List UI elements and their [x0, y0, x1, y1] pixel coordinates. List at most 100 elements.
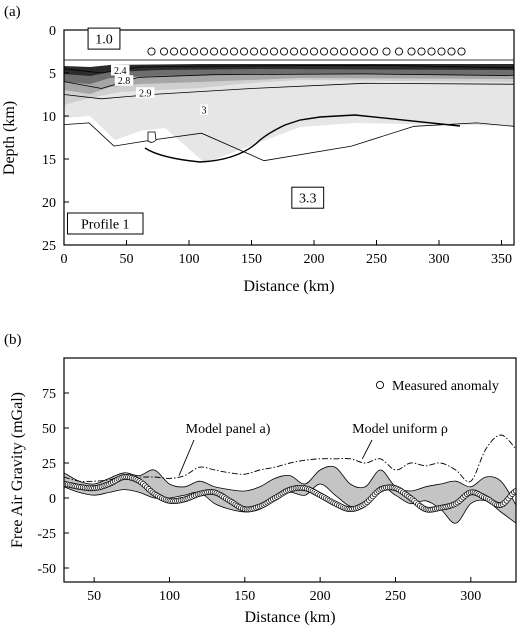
y-tick-label: 50	[42, 422, 56, 437]
x-tick-label: 100	[159, 589, 180, 604]
station-marker	[394, 47, 404, 56]
boxed-annotation: 1.0	[95, 33, 113, 48]
station-marker	[269, 47, 279, 56]
x-tick-label: 250	[366, 252, 387, 267]
station-marker	[239, 47, 249, 56]
panel-b-annotations: Model panel a) Model uniform ρ	[178, 422, 448, 476]
seismic-stations	[147, 47, 466, 56]
x-tick-label: 150	[234, 589, 255, 604]
panel-a-label: (a)	[4, 4, 21, 20]
y-tick-label: 0	[49, 492, 56, 507]
density-contour	[64, 64, 514, 74]
contour-label-bg	[200, 104, 208, 115]
station-marker	[209, 47, 219, 56]
density-contour	[64, 73, 514, 89]
panel-a-ylabel: Depth (km)	[1, 101, 18, 175]
y-tick-label: 0	[49, 24, 56, 39]
station-marker	[289, 47, 299, 56]
model-uniform-density-line	[64, 434, 516, 483]
panel-a-annotations: 1.0 3.3 Profile 1 2.42.8 2.9 3	[66, 27, 325, 235]
contour-label: 2.9	[139, 88, 152, 99]
annotation-box	[291, 186, 325, 209]
station-marker	[229, 47, 239, 56]
station-marker	[382, 47, 391, 56]
panel-a-density-model	[64, 30, 514, 245]
measured-anomaly-point	[513, 488, 516, 494]
x-tick-label: 150	[241, 252, 262, 267]
station-marker	[339, 47, 349, 56]
moho-line	[144, 114, 461, 163]
x-tick-label: 300	[429, 252, 450, 267]
station-marker	[299, 47, 309, 56]
legend-label: Measured anomaly	[392, 379, 499, 394]
panel-a-axes: 0 50 100 150 200 250 300 350 0 5 10 15 20 25	[42, 24, 512, 267]
station-marker	[249, 47, 259, 56]
panel-b-ylabel: Free Air Gravity (mGal)	[9, 392, 26, 548]
contour-label: 3	[202, 105, 207, 116]
panel-b-background	[64, 358, 516, 582]
panel-a-xlabel: Distance (km)	[243, 278, 334, 295]
station-marker	[189, 47, 199, 56]
y-tick-label: 20	[42, 196, 56, 211]
annotation-model-uniform: Model uniform ρ	[352, 422, 448, 437]
annotation-box	[87, 27, 121, 50]
station-marker	[329, 47, 339, 56]
y-tick-label: 25	[42, 239, 56, 254]
panel-b-frame	[63, 357, 517, 583]
annotation-leader	[178, 439, 195, 476]
y-tick-label: -25	[37, 527, 56, 542]
x-tick-label: 100	[179, 252, 200, 267]
station-marker	[407, 47, 416, 56]
x-tick-label: 50	[120, 252, 134, 267]
density-contour	[64, 82, 514, 100]
legend-marker	[375, 380, 385, 390]
panel-b-xlabel: Distance (km)	[244, 609, 335, 626]
station-marker	[279, 47, 289, 56]
contour-label-bg	[136, 87, 155, 98]
water-layer	[64, 30, 514, 67]
x-tick-label: 300	[460, 589, 481, 604]
y-tick-label: 5	[49, 67, 56, 82]
panel-b-axes: 50 100 150 200 250 300 -50 -25 0 25 50 75	[37, 387, 481, 604]
station-marker	[259, 47, 269, 56]
station-marker	[457, 47, 466, 56]
station-marker	[417, 47, 426, 56]
station-marker	[199, 47, 209, 56]
station-marker	[319, 47, 329, 56]
x-tick-label: 350	[491, 252, 512, 267]
panel-b-plot-area	[64, 358, 516, 582]
panel-b-series	[64, 434, 516, 524]
boxed-annotation: 3.3	[299, 192, 317, 207]
boxed-annotation: Profile 1	[81, 217, 130, 232]
station-marker	[147, 47, 156, 56]
x-tick-label: 200	[304, 252, 325, 267]
station-marker	[447, 47, 456, 56]
station-marker	[159, 47, 169, 56]
station-marker	[219, 47, 229, 56]
station-marker	[169, 47, 179, 56]
x-tick-label: 250	[385, 589, 406, 604]
y-tick-label: 75	[42, 387, 56, 402]
y-tick-label: 10	[42, 110, 56, 125]
x-tick-label: 200	[310, 589, 331, 604]
y-tick-label: 15	[42, 153, 56, 168]
station-marker	[309, 47, 319, 56]
contour-label: 2.4	[114, 66, 127, 77]
panel-b-legend: Measured anomaly	[375, 379, 499, 394]
annotation-model-panel-a: Model panel a)	[186, 422, 271, 437]
station-marker	[369, 47, 379, 56]
x-tick-label: 50	[87, 589, 101, 604]
panel-a-frame	[63, 29, 515, 246]
low-density-pocket	[147, 131, 157, 143]
station-marker	[359, 47, 369, 56]
contour-label: 2.8	[118, 76, 131, 87]
y-tick-label: 25	[42, 457, 56, 472]
annotation-leader	[361, 439, 373, 460]
panel-b-label: (b)	[4, 332, 22, 348]
y-tick-label: -50	[37, 562, 56, 577]
x-tick-label: 0	[61, 252, 68, 267]
station-marker	[437, 47, 446, 56]
annotation-box	[66, 212, 144, 235]
